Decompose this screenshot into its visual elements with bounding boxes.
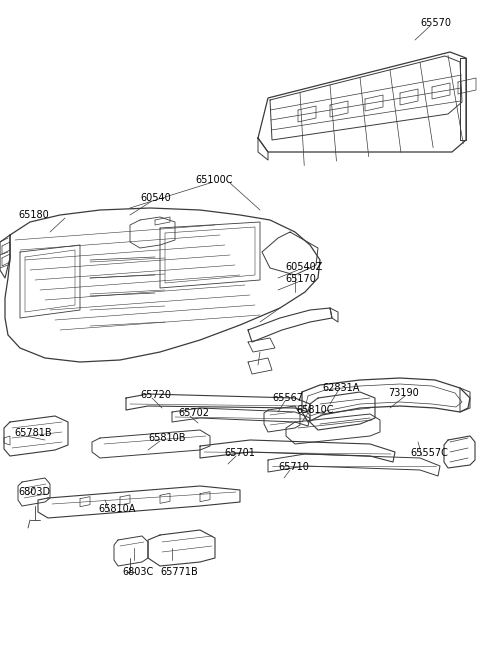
Text: 65810C: 65810C: [296, 405, 334, 415]
Text: 65771B: 65771B: [160, 567, 198, 577]
Text: 65570: 65570: [420, 18, 451, 28]
Text: 65701: 65701: [224, 448, 255, 458]
Text: 62831A: 62831A: [322, 383, 360, 393]
Text: 65702: 65702: [178, 408, 209, 418]
Text: 65710: 65710: [278, 462, 309, 472]
Text: 65100C: 65100C: [195, 175, 232, 185]
Text: 65781B: 65781B: [14, 428, 52, 438]
Text: 65720: 65720: [140, 390, 171, 400]
Text: 65180: 65180: [18, 210, 49, 220]
Text: 73190: 73190: [388, 388, 419, 398]
Text: 65810B: 65810B: [148, 433, 185, 443]
Text: 60540: 60540: [140, 193, 171, 203]
Text: 6803C: 6803C: [122, 567, 153, 577]
Text: 65557C: 65557C: [410, 448, 448, 458]
Text: 65810A: 65810A: [98, 504, 135, 514]
Text: 60540Z: 60540Z: [285, 262, 323, 272]
Text: 6803D: 6803D: [18, 487, 50, 497]
Text: 65170: 65170: [285, 274, 316, 284]
Text: 65567: 65567: [272, 393, 303, 403]
